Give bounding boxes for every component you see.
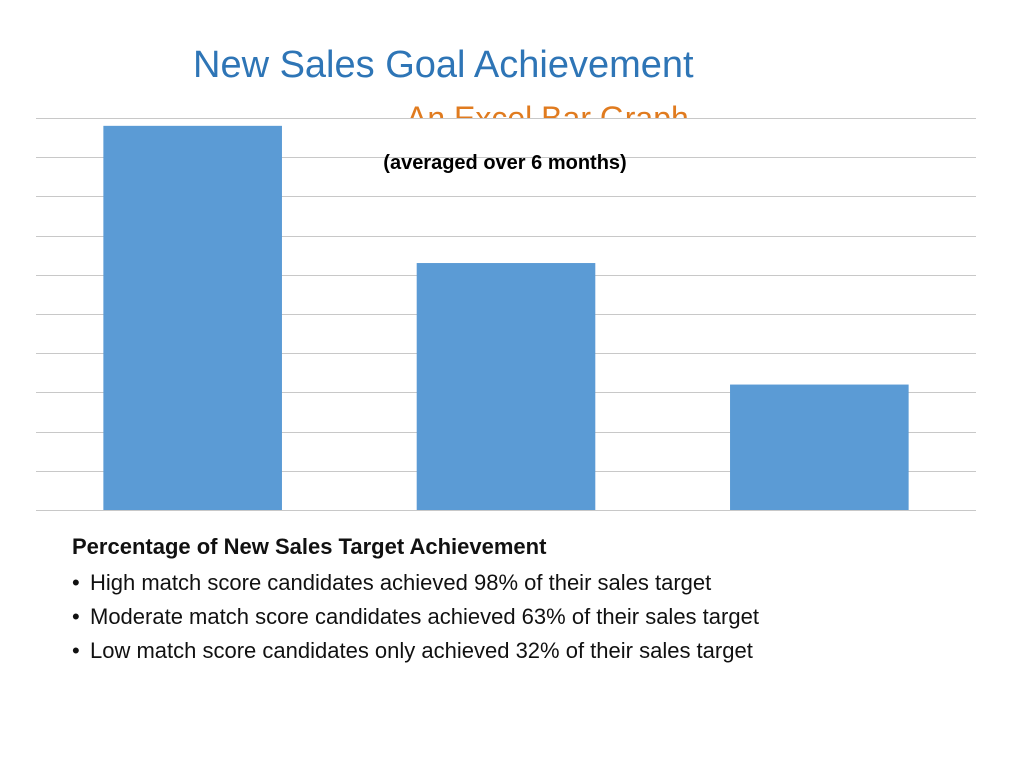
notes-heading: Percentage of New Sales Target Achieveme… [72,534,547,559]
chart-annotation: (averaged over 6 months) [383,152,627,174]
notes-bullet-low: Low match score candidates only achieved… [72,634,972,668]
summary-notes: Percentage of New Sales Target Achieveme… [72,534,972,668]
slide-title: New Sales Goal Achievement [193,44,694,86]
bar-3 [730,384,909,510]
bar-2 [416,263,596,510]
notes-list: High match score candidates achieved 98%… [72,566,972,668]
bar-1 [103,125,282,510]
notes-bullet-moderate: Moderate match score candidates achieved… [72,600,972,634]
notes-bullet-high: High match score candidates achieved 98%… [72,566,972,600]
